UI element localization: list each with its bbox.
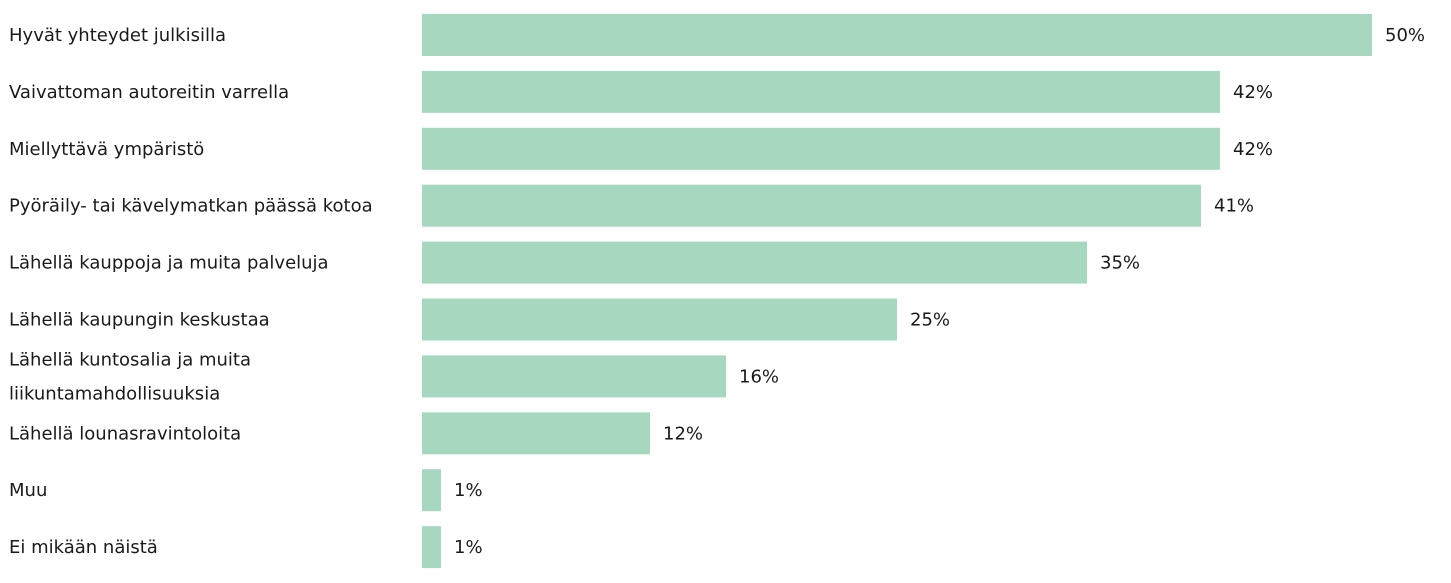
category-label: Lähellä kauppoja ja muita palveluja: [9, 253, 329, 274]
category-labels: Hyvät yhteydet julkisilla Vaivattoman aut…: [9, 25, 373, 558]
value-label: 1%: [454, 537, 483, 558]
category-label: Pyöräily- tai kävelymatkan päässä kotoa: [9, 196, 373, 217]
category-label: Muu: [9, 480, 47, 501]
bar: [422, 184, 1201, 227]
bar: [422, 70, 1220, 113]
value-label: 1%: [454, 480, 483, 501]
category-label: Lähellä lounasravintoloita: [9, 423, 241, 444]
category-label: Ei mikään näistä: [9, 537, 158, 558]
value-label: 25%: [910, 310, 950, 331]
bar: [422, 127, 1220, 170]
category-label: Miellyttävä ympäristö: [9, 139, 204, 160]
bar: [422, 241, 1087, 284]
value-label: 50%: [1385, 25, 1425, 46]
bars: [422, 14, 1372, 569]
value-label: 16%: [739, 366, 779, 387]
value-label: 12%: [663, 423, 703, 444]
bar: [422, 412, 650, 455]
value-label: 42%: [1233, 82, 1273, 103]
value-label: 41%: [1214, 196, 1254, 217]
value-label: 42%: [1233, 139, 1273, 160]
category-label: Lähellä kaupungin keskustaa: [9, 310, 270, 331]
value-labels: 50% 42% 42% 41% 35% 25% 16% 12% 1% 1%: [454, 25, 1425, 558]
category-label: Vaivattoman autoreitin varrella: [9, 82, 289, 103]
bar: [422, 526, 441, 569]
bar: [422, 469, 441, 512]
value-label: 35%: [1100, 253, 1140, 274]
category-label: Lähellä kuntosalia ja muita: [9, 349, 251, 370]
bar: [422, 14, 1372, 56]
bar: [422, 355, 726, 398]
bar: [422, 298, 897, 341]
category-label: liikuntamahdollisuuksia: [9, 383, 220, 404]
category-label: Hyvät yhteydet julkisilla: [9, 25, 226, 46]
